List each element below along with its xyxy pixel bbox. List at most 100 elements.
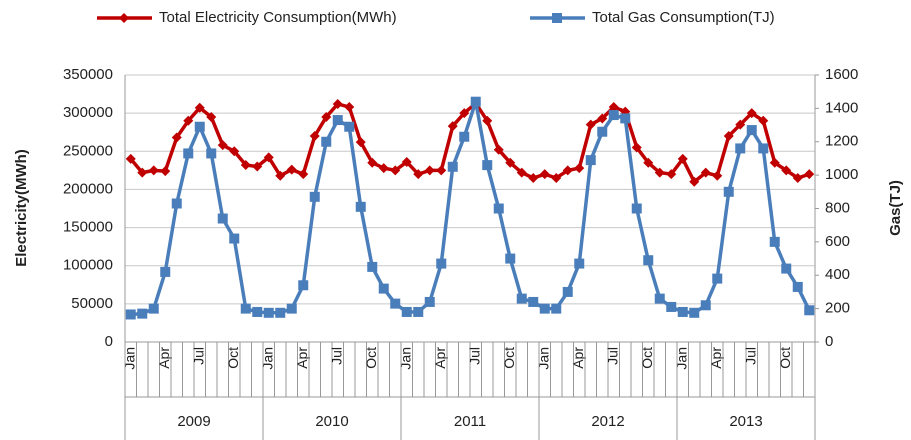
data-point	[183, 115, 194, 126]
year-label: 2012	[591, 413, 624, 430]
data-point	[516, 293, 527, 304]
data-point	[137, 167, 148, 178]
x-tick-label: Apr	[570, 347, 586, 369]
y-tick-label: 50000	[71, 295, 113, 312]
data-point	[298, 169, 309, 180]
data-point	[194, 121, 205, 132]
year-label: 2010	[315, 413, 348, 430]
data-point	[355, 201, 366, 212]
data-point	[539, 169, 550, 180]
data-point	[723, 186, 734, 197]
y2-tick-label: 600	[825, 233, 850, 250]
data-point	[677, 153, 688, 164]
data-point	[194, 102, 205, 113]
x-tick-label: Jan	[535, 347, 551, 370]
data-point	[206, 111, 217, 122]
data-point	[631, 142, 642, 153]
data-point	[275, 307, 286, 318]
data-point	[298, 280, 309, 291]
x-tick-label: Jan	[397, 347, 413, 370]
data-point	[263, 152, 274, 163]
data-point	[171, 132, 182, 143]
y2-axis-title: Gas(TJ)	[887, 180, 904, 236]
x-tick-label: Jul	[328, 347, 344, 365]
x-tick-label: Jul	[742, 347, 758, 365]
data-point	[608, 102, 619, 113]
legend-marker	[119, 13, 129, 23]
data-point	[666, 301, 677, 312]
data-point	[746, 125, 757, 136]
data-point	[378, 163, 389, 174]
data-point	[459, 131, 470, 142]
data-point	[344, 121, 355, 132]
data-point	[436, 165, 447, 176]
y-tick-label: 300000	[63, 104, 113, 121]
legend-label: Total Gas Consumption(TJ)	[592, 9, 775, 26]
data-point	[792, 281, 803, 292]
x-tick-label: Oct	[363, 347, 379, 369]
x-tick-label: Jul	[604, 347, 620, 365]
data-point	[229, 233, 240, 244]
data-point	[769, 157, 780, 168]
y-tick-label: 250000	[63, 142, 113, 159]
y2-tick-label: 1200	[825, 133, 858, 150]
data-point	[758, 143, 769, 154]
y2-tick-label: 800	[825, 199, 850, 216]
data-point	[631, 203, 642, 214]
data-point	[804, 305, 815, 316]
data-point	[677, 306, 688, 317]
data-point	[643, 157, 654, 168]
data-point	[482, 160, 493, 171]
x-tick-label: Oct	[501, 347, 517, 369]
data-point	[171, 198, 182, 209]
x-tick-label: Oct	[225, 347, 241, 369]
data-point	[585, 119, 596, 130]
y-axis-title: Electricity(MWh)	[13, 149, 30, 267]
data-point	[424, 165, 435, 176]
data-point	[401, 306, 412, 317]
data-point	[758, 115, 769, 126]
year-label: 2009	[177, 413, 210, 430]
data-point	[332, 98, 343, 109]
data-point	[160, 166, 171, 177]
data-point	[390, 298, 401, 309]
data-point	[792, 172, 803, 183]
legend-marker	[552, 13, 562, 23]
data-point	[712, 273, 723, 284]
data-point	[804, 169, 815, 180]
data-point	[689, 307, 700, 318]
data-point	[401, 156, 412, 167]
data-point	[160, 266, 171, 277]
data-point	[654, 293, 665, 304]
x-tick-label: Jan	[259, 347, 275, 370]
data-point	[447, 161, 458, 172]
year-label: 2013	[729, 413, 762, 430]
data-point	[367, 157, 378, 168]
data-point	[413, 306, 424, 317]
y2-tick-label: 400	[825, 266, 850, 283]
data-point	[539, 303, 550, 314]
x-tick-label: Oct	[777, 347, 793, 369]
data-point	[240, 160, 251, 171]
x-tick-label: Jan	[121, 347, 137, 370]
data-point	[562, 286, 573, 297]
y-tick-label: 350000	[63, 66, 113, 83]
data-point	[217, 213, 228, 224]
data-point	[367, 261, 378, 272]
data-point	[137, 308, 148, 319]
data-point	[620, 113, 631, 124]
data-point	[781, 263, 792, 274]
data-point	[654, 167, 665, 178]
x-tick-label: Jul	[190, 347, 206, 365]
data-point	[574, 258, 585, 269]
data-point	[309, 131, 320, 142]
data-point	[505, 157, 516, 168]
data-point	[608, 110, 619, 121]
data-point	[206, 148, 217, 159]
data-point	[700, 300, 711, 311]
data-point	[286, 164, 297, 175]
data-point	[746, 108, 757, 119]
data-point	[516, 167, 527, 178]
data-point	[424, 296, 435, 307]
x-tick-label: Jul	[466, 347, 482, 365]
